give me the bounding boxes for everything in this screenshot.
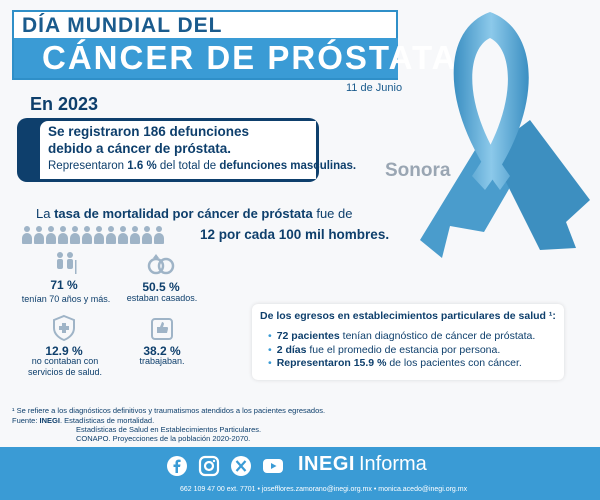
- summary-line-3-mid: del total de: [156, 160, 220, 172]
- summary-line-3: Representaron 1.6 % del total de defunci…: [48, 160, 356, 172]
- stat-no-health-value: 12.9 %: [45, 344, 83, 358]
- summary-line-3-bold: defunciones masculinas.: [219, 160, 357, 172]
- summary-line-1: Se registraron 186 defunciones: [48, 124, 250, 139]
- stat-no-health-label: no contaban con servicios de salud.: [27, 356, 103, 377]
- person-icon: [70, 226, 80, 244]
- stat-age-label: tenían 70 años y más.: [21, 294, 111, 304]
- summary-panel: [40, 121, 316, 179]
- brand-inegi: INEGI: [298, 453, 355, 475]
- summary-line-2: debido a cáncer de próstata.: [48, 141, 232, 156]
- mortality-bold: tasa de mortalidad por cáncer de próstat…: [54, 206, 313, 221]
- source-rest: . Estadísticas de mortalidad.: [59, 416, 155, 425]
- stat-age-value: 71 %: [50, 278, 78, 292]
- stat-working-value: 38.2 %: [143, 344, 181, 358]
- person-icon: [154, 226, 164, 244]
- person-icon: [106, 226, 116, 244]
- person-icon: [142, 226, 152, 244]
- egresos-list: 72 pacientes tenían diagnóstico de cánce…: [268, 330, 536, 371]
- source-line-2: Estadísticas de Salud en Establecimiento…: [76, 425, 262, 434]
- egresos-item-text: de los pacientes con cáncer.: [386, 357, 522, 369]
- title-small: DÍA MUNDIAL DEL: [22, 14, 223, 37]
- source-line: Fuente: INEGI. Estadísticas de mortalida…: [12, 416, 154, 425]
- elderly-couple-icon: [57, 252, 77, 274]
- work-icon: [151, 318, 173, 340]
- person-icon: [22, 226, 32, 244]
- person-icon: [46, 226, 56, 244]
- youtube-icon[interactable]: [262, 455, 284, 477]
- header-band: [14, 38, 398, 78]
- egresos-title: De los egresos en establecimientos parti…: [260, 310, 556, 322]
- egresos-item-bold: Representaron 15.9 %: [276, 357, 387, 369]
- person-icon: [82, 226, 92, 244]
- brand-informa: Informa: [359, 453, 427, 475]
- contact-line: 662 109 47 00 ext. 7701 • josefflores.za…: [180, 486, 468, 493]
- footer-bar: [0, 447, 600, 500]
- people-row: [22, 226, 164, 244]
- person-icon: [34, 226, 44, 244]
- summary-line-3-pre: Representaron: [48, 160, 128, 172]
- footnote-1: ¹ Se refiere a los diagnósticos definiti…: [12, 406, 326, 415]
- source-bold: INEGI: [39, 416, 60, 425]
- health-shield-icon: [53, 314, 75, 342]
- mortality-pre: La: [36, 206, 55, 221]
- egresos-item-bold: 72 pacientes: [276, 330, 340, 342]
- list-item: 72 pacientes tenían diagnóstico de cánce…: [268, 330, 536, 344]
- region-label: Sonora: [385, 160, 451, 181]
- x-icon[interactable]: [230, 455, 252, 477]
- title-main: CÁNCER DE PRÓSTATA: [42, 39, 458, 76]
- list-item: Representaron 15.9 % de los pacientes co…: [268, 357, 535, 371]
- person-icon: [118, 226, 128, 244]
- person-icon: [94, 226, 104, 244]
- instagram-icon[interactable]: [198, 455, 220, 477]
- person-icon: [130, 226, 140, 244]
- wedding-rings-icon: [147, 254, 175, 275]
- source-label: Fuente:: [12, 416, 40, 425]
- mortality-rate: 12 por cada 100 mil hombres.: [200, 227, 390, 242]
- year-heading: En 2023: [30, 94, 99, 114]
- person-icon: [58, 226, 68, 244]
- egresos-item-bold: 2 días: [276, 343, 307, 356]
- facebook-icon[interactable]: [166, 455, 188, 477]
- stat-working-label: trabajaban.: [139, 356, 185, 366]
- mortality-post: fue de: [312, 206, 353, 221]
- source-line-3: CONAPO. Proyecciones de la población 202…: [76, 434, 251, 443]
- stat-married-value: 50.5 %: [142, 280, 180, 294]
- awareness-ribbon-icon: [420, 12, 590, 258]
- mortality-text: La tasa de mortalidad por cáncer de prós…: [36, 206, 352, 221]
- date-label: 11 de Junio: [346, 82, 403, 94]
- stat-married-label: estaban casados.: [126, 293, 198, 303]
- egresos-item-text: fue el promedio de estancia por persona.: [306, 343, 501, 356]
- list-item: 2 días fue el promedio de estancia por p…: [268, 344, 535, 358]
- egresos-item-text: tenían diagnóstico de cáncer de próstata…: [339, 330, 536, 342]
- summary-percent: 1.6 %: [127, 160, 157, 172]
